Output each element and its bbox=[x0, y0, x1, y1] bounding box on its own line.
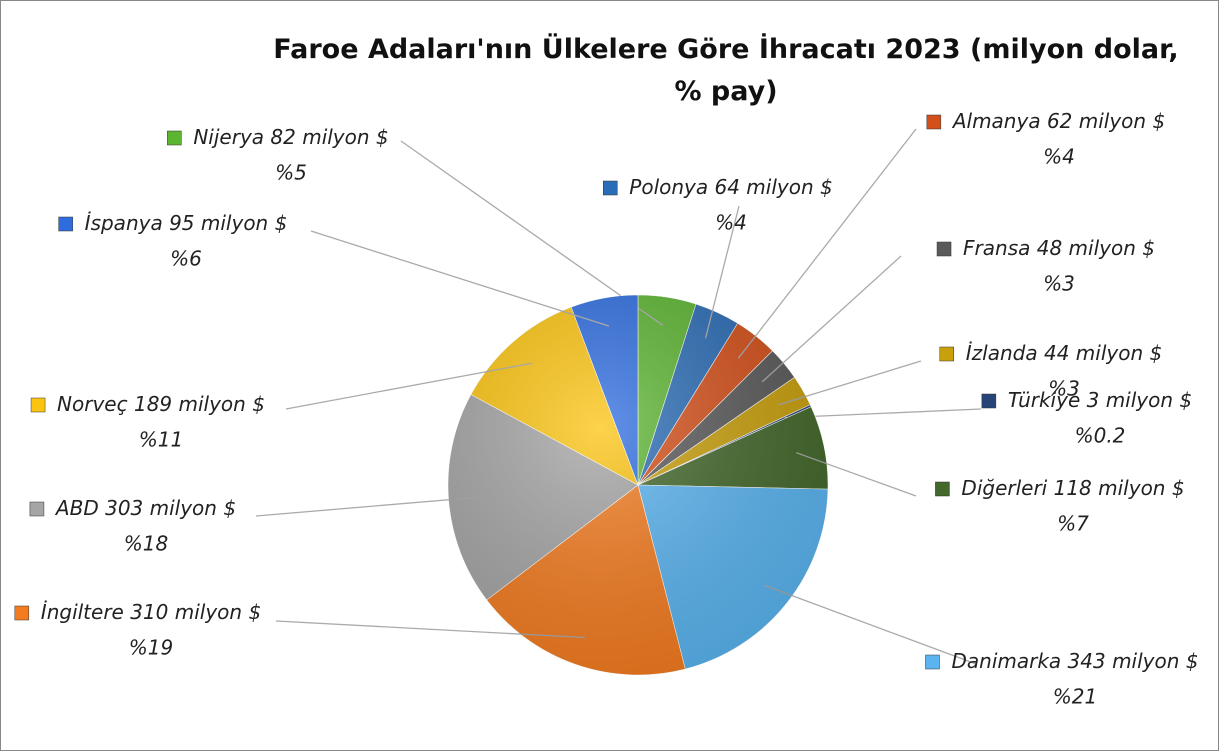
category-label: Danimarka bbox=[951, 649, 1061, 673]
value-label: 64 milyon $ bbox=[714, 175, 832, 199]
legend-key bbox=[936, 241, 952, 257]
category-label: İspanya bbox=[85, 211, 163, 235]
value-label: 82 milyon $ bbox=[270, 125, 388, 149]
data-label: Polonya 64 milyon $ bbox=[629, 175, 832, 199]
legend-key bbox=[926, 114, 942, 130]
share-label: %7 bbox=[1057, 512, 1089, 536]
leader-line bbox=[310, 230, 610, 327]
value-label: 343 milyon $ bbox=[1068, 649, 1199, 673]
share-label: %5 bbox=[275, 161, 307, 185]
value-label: 310 milyon $ bbox=[130, 600, 261, 624]
value-label: 3 milyon $ bbox=[1087, 388, 1193, 412]
value-label: 189 milyon $ bbox=[134, 392, 265, 416]
category-label: İngiltere bbox=[41, 600, 124, 624]
category-label: ABD bbox=[54, 496, 99, 520]
legend-key bbox=[981, 393, 997, 409]
leader-line bbox=[255, 496, 478, 517]
data-label: Nijerya 82 milyon $ bbox=[193, 125, 388, 149]
legend-key bbox=[935, 481, 950, 497]
category-label: Nijerya bbox=[193, 125, 264, 149]
data-label: İzlanda 44 milyon $ bbox=[966, 341, 1162, 365]
leader-line bbox=[778, 360, 922, 406]
legend-key bbox=[30, 397, 46, 413]
category-label: Fransa bbox=[963, 236, 1030, 260]
share-label: %18 bbox=[124, 532, 168, 556]
category-label: Norveç bbox=[57, 392, 128, 416]
data-label: Fransa 48 milyon $ bbox=[963, 236, 1155, 260]
data-label: ABD 303 milyon $ bbox=[54, 496, 236, 520]
share-label: %0.2 bbox=[1075, 424, 1126, 448]
data-label: İspanya 95 milyon $ bbox=[85, 211, 288, 235]
legend-key bbox=[925, 654, 940, 670]
leader-line bbox=[737, 128, 917, 359]
value-label: 118 milyon $ bbox=[1054, 476, 1185, 500]
leader-line bbox=[400, 140, 664, 326]
chart-title: Faroe Adaları'nın Ülkelere Göre İhracatı… bbox=[273, 34, 1179, 107]
data-label: Diğerleri 118 milyon $ bbox=[961, 476, 1184, 500]
data-label: Türkiye 3 milyon $ bbox=[1008, 388, 1192, 412]
leader-line bbox=[764, 584, 977, 665]
category-label: Türkiye bbox=[1008, 388, 1080, 412]
share-label: %6 bbox=[170, 247, 202, 271]
share-label: %3 bbox=[1043, 272, 1075, 296]
leader-line bbox=[761, 255, 902, 383]
legend-key bbox=[14, 605, 30, 621]
share-label: %19 bbox=[129, 636, 173, 660]
legend-key bbox=[29, 501, 45, 517]
share-label: %21 bbox=[1053, 685, 1097, 709]
share-label: %4 bbox=[715, 211, 747, 235]
legend-key bbox=[603, 180, 618, 196]
value-label: 95 milyon $ bbox=[169, 211, 287, 235]
data-label: Danimarka 343 milyon $ bbox=[951, 649, 1198, 673]
value-label: 48 milyon $ bbox=[1037, 236, 1155, 260]
category-label: Almanya bbox=[951, 109, 1041, 133]
legend-key bbox=[167, 130, 182, 146]
share-label: %4 bbox=[1043, 145, 1075, 169]
value-label: 303 milyon $ bbox=[105, 496, 236, 520]
category-label: Polonya bbox=[629, 175, 708, 199]
data-label: İngiltere 310 milyon $ bbox=[41, 600, 261, 624]
legend-key bbox=[58, 216, 73, 232]
legend-key bbox=[939, 346, 955, 362]
data-label: Almanya 62 milyon $ bbox=[951, 109, 1165, 133]
share-label: %3 bbox=[1048, 377, 1080, 401]
category-label: İzlanda bbox=[966, 341, 1038, 365]
data-label: Norveç 189 milyon $ bbox=[57, 392, 265, 416]
value-label: 44 milyon $ bbox=[1044, 341, 1162, 365]
value-label: 62 milyon $ bbox=[1047, 109, 1165, 133]
share-label: %11 bbox=[139, 428, 183, 452]
category-label: Diğerleri bbox=[961, 476, 1047, 500]
